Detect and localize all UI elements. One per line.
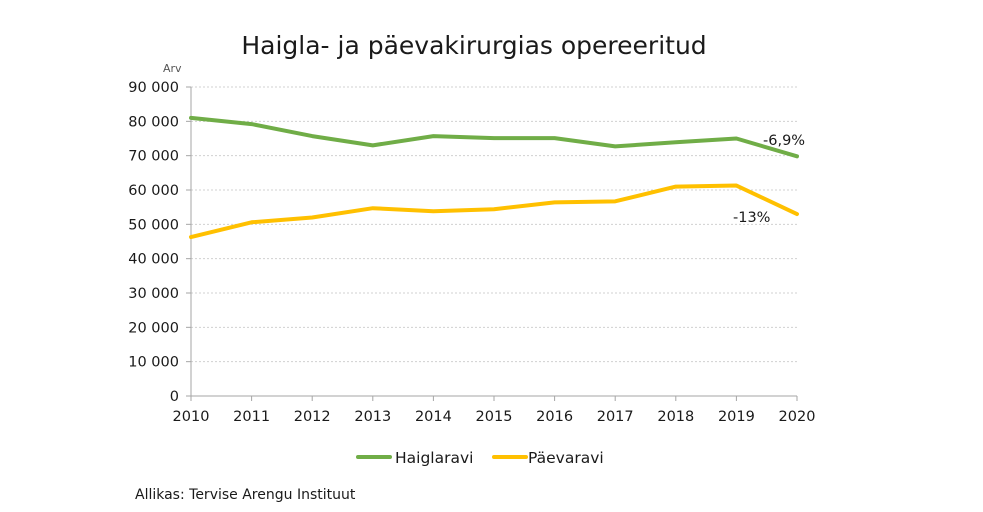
y-tick-label: 20 000 [128,320,179,336]
haiglaravi-change-annotation: -6,9% [763,133,805,149]
y-tick-label: 70 000 [128,149,179,165]
y-tick-label: 80 000 [128,114,179,130]
y-tick-label: 10 000 [128,355,179,371]
x-tick-label: 2019 [718,409,755,425]
x-tick-label: 2013 [354,409,391,425]
x-tick-label: 2016 [536,409,573,425]
x-tick-label: 2015 [476,409,513,425]
source-note: Allikas: Tervise Arengu Instituut [135,487,356,503]
legend-label-haiglaravi: Haiglaravi [395,449,473,467]
y-tick-label: 60 000 [128,183,179,199]
gridlines [191,86,797,363]
y-tick-label: 0 [170,389,179,405]
x-tick-label: 2012 [294,409,331,425]
paevaravi-change-annotation: -13% [733,210,770,226]
y-axis-tick-labels: 0 10 000 20 000 30 000 40 000 50 000 60 000 70 … [128,80,191,405]
y-tick-label: 90 000 [128,80,179,96]
x-tick-label: 2020 [779,409,816,425]
x-tick-label: 2014 [415,409,452,425]
y-tick-label: 40 000 [128,252,179,268]
legend: Haiglaravi Päevaravi [356,449,604,467]
x-tick-label: 2010 [173,409,210,425]
legend-label-paevaravi: Päevaravi [528,449,604,467]
y-tick-label: 50 000 [128,217,179,233]
x-tick-label: 2017 [597,409,634,425]
series-line-paevaravi [189,183,799,240]
series-line-haiglaravi [189,115,799,159]
series-lines [189,115,799,240]
x-tick-label: 2018 [657,409,694,425]
y-tick-label: 30 000 [128,286,179,302]
chart-title: Haigla- ja päevakirurgias opereeritud [241,31,706,60]
x-axis-tick-labels: 2010 2011 2012 2013 2014 2015 2016 2017 2018 2019… [173,396,816,425]
x-tick-label: 2011 [233,409,270,425]
y-axis-unit-label: Arv [163,62,182,75]
